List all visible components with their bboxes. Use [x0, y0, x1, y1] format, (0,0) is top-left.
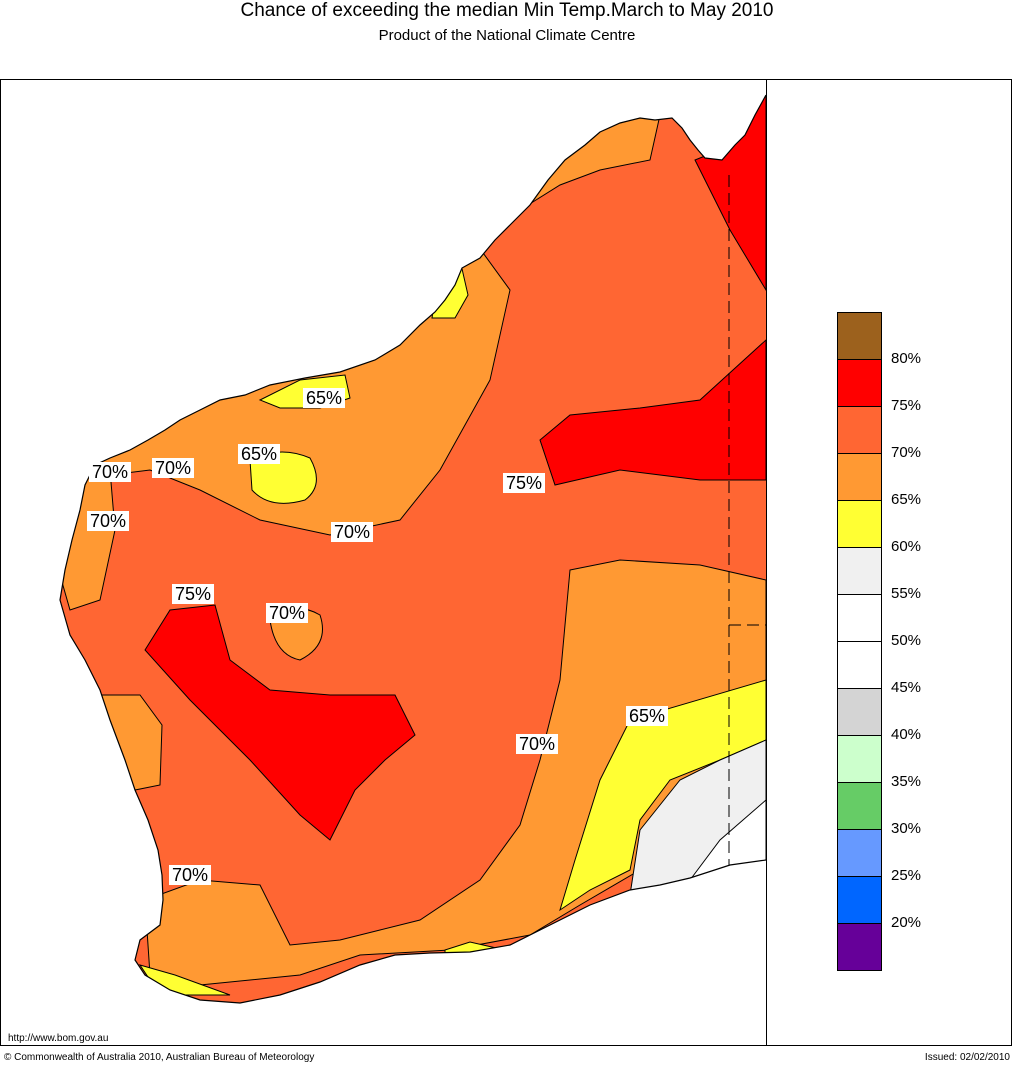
map-label: 70% [331, 522, 374, 542]
legend-swatch [837, 642, 882, 689]
copyright-text: © Commonwealth of Australia 2010, Austra… [4, 1052, 315, 1063]
map-label: 65% [626, 706, 669, 726]
map-label: 70% [152, 458, 195, 478]
legend-swatch [837, 830, 882, 877]
map-label: 65% [303, 388, 346, 408]
map-label: 75% [503, 473, 546, 493]
legend-tick-label: 45% [891, 679, 922, 696]
map-label: 70% [87, 511, 130, 531]
map-label: 70% [516, 734, 559, 754]
legend-tick-label: 65% [891, 491, 922, 508]
legend-divider [766, 79, 767, 1046]
coastline [59, 94, 767, 1004]
map-title: Chance of exceeding the median Min Temp.… [240, 0, 774, 21]
map-label: 65% [238, 444, 281, 464]
legend-tick-label: 35% [891, 773, 922, 790]
legend-swatch [837, 595, 882, 642]
legend-swatch [837, 454, 882, 501]
legend-tick-label: 40% [891, 726, 922, 743]
legend-swatch [837, 501, 882, 548]
legend-swatch [837, 924, 882, 971]
map-label: 70% [266, 603, 309, 623]
legend-swatch [837, 312, 882, 360]
map-frame [0, 79, 1012, 1046]
legend-tick-label: 70% [891, 444, 922, 461]
legend-swatch [837, 360, 882, 407]
color-legend [837, 312, 882, 971]
legend-swatch [837, 877, 882, 924]
legend-tick-label: 75% [891, 397, 922, 414]
legend-swatch [837, 548, 882, 595]
source-url: http://www.bom.gov.au [8, 1033, 109, 1044]
legend-tick-label: 20% [891, 914, 922, 931]
legend-tick-label: 55% [891, 585, 922, 602]
legend-swatch [837, 783, 882, 830]
legend-tick-label: 30% [891, 820, 922, 837]
map-label: 70% [169, 865, 212, 885]
map-label: 75% [172, 584, 215, 604]
legend-tick-label: 50% [891, 632, 922, 649]
map-subtitle: Product of the National Climate Centre [378, 27, 636, 44]
legend-swatch [837, 407, 882, 454]
map-label: 70% [89, 462, 132, 482]
issued-date: Issued: 02/02/2010 [924, 1052, 1010, 1063]
legend-tick-label: 60% [891, 538, 922, 555]
legend-swatch [837, 736, 882, 783]
legend-tick-label: 25% [891, 867, 922, 884]
state-border [728, 175, 766, 865]
legend-tick-label: 80% [891, 350, 922, 367]
legend-swatch [837, 689, 882, 736]
